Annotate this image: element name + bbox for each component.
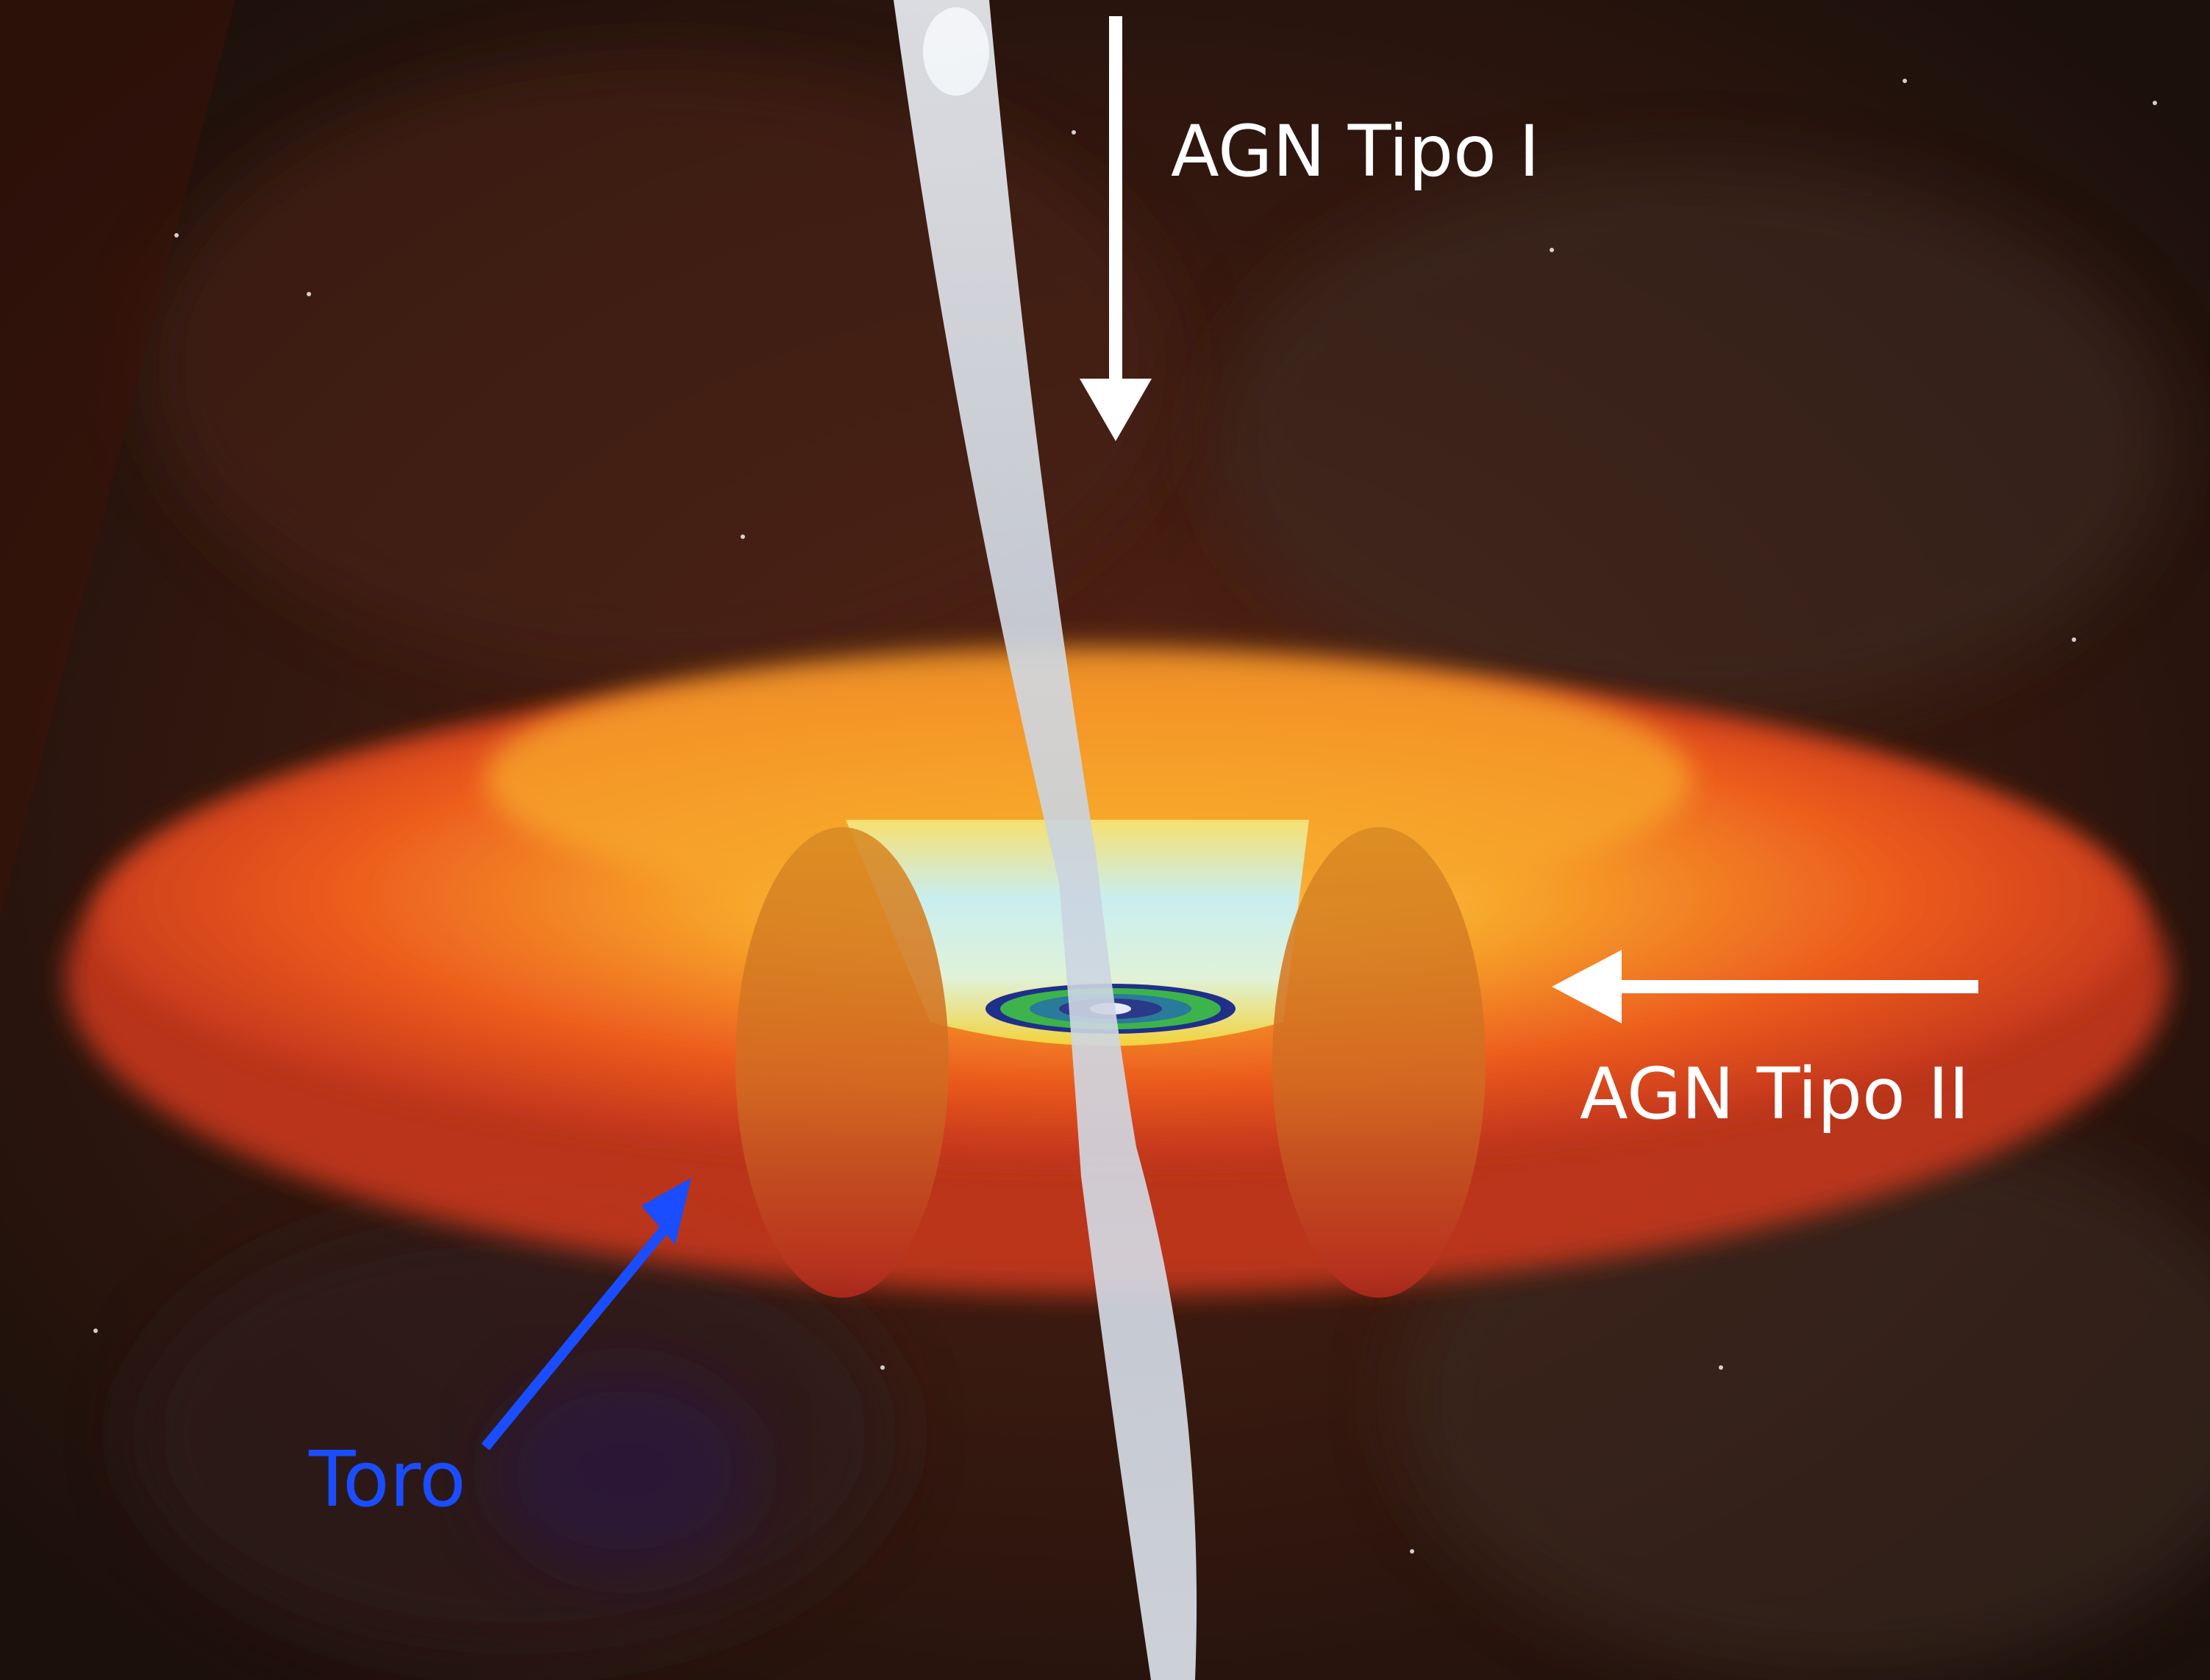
arrow-left-icon (1552, 950, 1978, 1023)
arrow-down-icon (1080, 16, 1152, 441)
agn-type-1-label: AGN Tipo I (1171, 110, 1540, 193)
arrow-up-right-icon (481, 1178, 691, 1451)
torus-label: Toro (309, 1434, 466, 1524)
agn-type-2-label: AGN Tipo II (1580, 1053, 1970, 1135)
